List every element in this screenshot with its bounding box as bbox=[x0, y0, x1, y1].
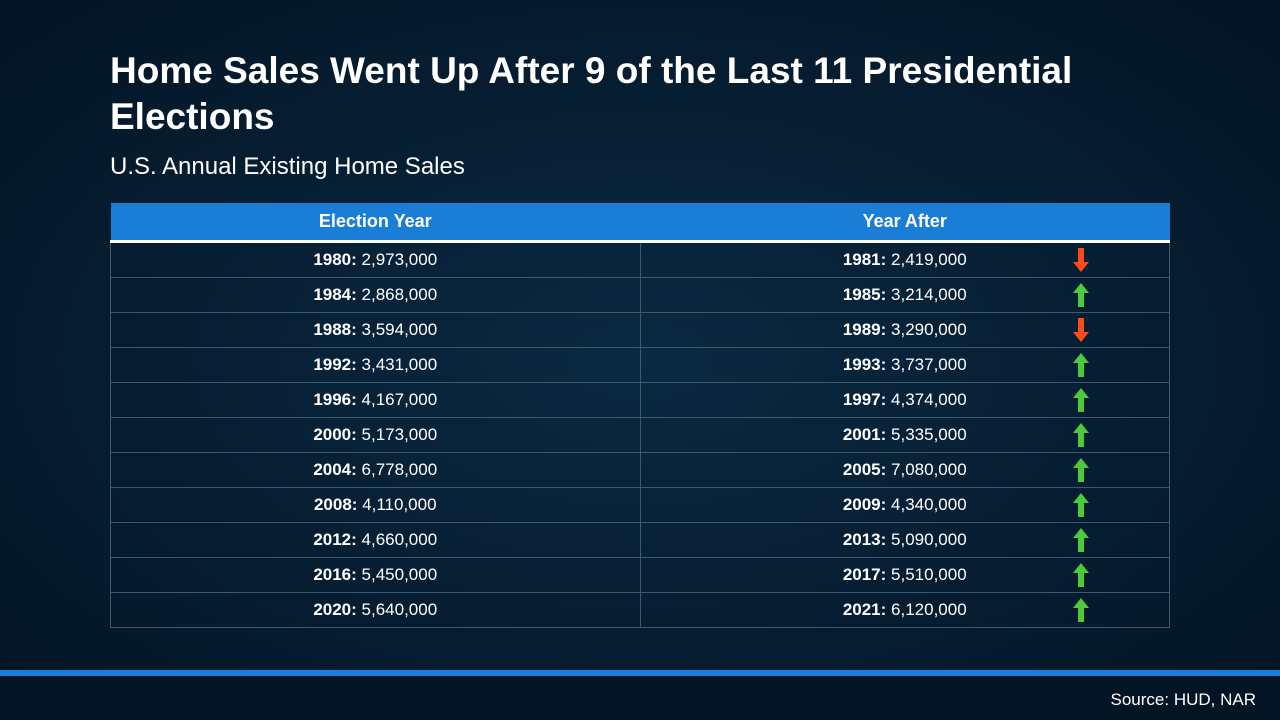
arrow-up-icon bbox=[1073, 598, 1089, 622]
election-year-label: 2016: bbox=[313, 565, 356, 584]
election-year-label: 1992: bbox=[313, 355, 356, 374]
election-year-value: 2,868,000 bbox=[362, 285, 438, 304]
column-header-year-after: Year After bbox=[640, 203, 1170, 242]
column-header-election-year: Election Year bbox=[111, 203, 641, 242]
year-after-label: 1985: bbox=[843, 285, 886, 304]
table-row: 1988: 3,594,0001989: 3,290,000 bbox=[111, 312, 1170, 347]
table-row: 2020: 5,640,0002021: 6,120,000 bbox=[111, 592, 1170, 627]
year-after-label: 2001: bbox=[843, 425, 886, 444]
year-after-label: 2005: bbox=[843, 460, 886, 479]
page-subtitle: U.S. Annual Existing Home Sales bbox=[110, 153, 1170, 181]
year-after-value: 5,335,000 bbox=[891, 425, 967, 444]
year-after-cell: 1993: 3,737,000 bbox=[640, 347, 1170, 382]
election-year-cell: 2008: 4,110,000 bbox=[111, 487, 641, 522]
election-year-label: 1996: bbox=[313, 390, 356, 409]
year-after-cell: 1997: 4,374,000 bbox=[640, 382, 1170, 417]
election-year-label: 2012: bbox=[313, 530, 356, 549]
election-year-cell: 1996: 4,167,000 bbox=[111, 382, 641, 417]
table-row: 2012: 4,660,0002013: 5,090,000 bbox=[111, 522, 1170, 557]
arrow-up-icon bbox=[1073, 283, 1089, 307]
election-year-label: 2000: bbox=[313, 425, 356, 444]
table-row: 1980: 2,973,0001981: 2,419,000 bbox=[111, 241, 1170, 277]
election-year-value: 6,778,000 bbox=[362, 460, 438, 479]
election-year-label: 2020: bbox=[313, 600, 356, 619]
year-after-cell: 2021: 6,120,000 bbox=[640, 592, 1170, 627]
arrow-up-icon bbox=[1073, 563, 1089, 587]
year-after-value: 6,120,000 bbox=[891, 600, 967, 619]
election-year-value: 5,450,000 bbox=[362, 565, 438, 584]
year-after-value: 5,090,000 bbox=[891, 530, 967, 549]
election-year-cell: 1980: 2,973,000 bbox=[111, 241, 641, 277]
table-row: 1996: 4,167,0001997: 4,374,000 bbox=[111, 382, 1170, 417]
year-after-cell: 1989: 3,290,000 bbox=[640, 312, 1170, 347]
arrow-down-icon bbox=[1073, 318, 1089, 342]
year-after-cell: 2017: 5,510,000 bbox=[640, 557, 1170, 592]
election-year-label: 1988: bbox=[313, 320, 356, 339]
year-after-label: 1997: bbox=[843, 390, 886, 409]
election-year-value: 4,167,000 bbox=[362, 390, 438, 409]
footer-bar: Source: HUD, NAR bbox=[0, 676, 1280, 720]
year-after-value: 3,737,000 bbox=[891, 355, 967, 374]
election-year-cell: 1984: 2,868,000 bbox=[111, 277, 641, 312]
election-year-cell: 2004: 6,778,000 bbox=[111, 452, 641, 487]
table-row: 2016: 5,450,0002017: 5,510,000 bbox=[111, 557, 1170, 592]
arrow-up-icon bbox=[1073, 493, 1089, 517]
year-after-value: 4,374,000 bbox=[891, 390, 967, 409]
election-year-cell: 1988: 3,594,000 bbox=[111, 312, 641, 347]
year-after-label: 2021: bbox=[843, 600, 886, 619]
election-year-cell: 1992: 3,431,000 bbox=[111, 347, 641, 382]
source-text: Source: HUD, NAR bbox=[1111, 690, 1256, 710]
election-year-value: 3,431,000 bbox=[362, 355, 438, 374]
year-after-value: 3,290,000 bbox=[891, 320, 967, 339]
year-after-label: 2013: bbox=[843, 530, 886, 549]
election-year-cell: 2020: 5,640,000 bbox=[111, 592, 641, 627]
year-after-cell: 2009: 4,340,000 bbox=[640, 487, 1170, 522]
year-after-cell: 2005: 7,080,000 bbox=[640, 452, 1170, 487]
arrow-up-icon bbox=[1073, 458, 1089, 482]
election-year-value: 5,640,000 bbox=[362, 600, 438, 619]
election-year-label: 2004: bbox=[313, 460, 356, 479]
arrow-up-icon bbox=[1073, 353, 1089, 377]
election-year-value: 4,110,000 bbox=[362, 495, 436, 514]
election-year-value: 2,973,000 bbox=[362, 250, 438, 269]
election-year-value: 3,594,000 bbox=[362, 320, 438, 339]
year-after-label: 1989: bbox=[843, 320, 886, 339]
year-after-cell: 2001: 5,335,000 bbox=[640, 417, 1170, 452]
year-after-value: 5,510,000 bbox=[891, 565, 967, 584]
arrow-up-icon bbox=[1073, 423, 1089, 447]
election-year-cell: 2000: 5,173,000 bbox=[111, 417, 641, 452]
year-after-label: 2017: bbox=[843, 565, 886, 584]
election-year-cell: 2016: 5,450,000 bbox=[111, 557, 641, 592]
election-year-label: 2008: bbox=[314, 495, 357, 514]
table-row: 2000: 5,173,0002001: 5,335,000 bbox=[111, 417, 1170, 452]
election-year-label: 1984: bbox=[313, 285, 356, 304]
year-after-cell: 1985: 3,214,000 bbox=[640, 277, 1170, 312]
home-sales-table: Election Year Year After 1980: 2,973,000… bbox=[110, 203, 1170, 628]
arrow-up-icon bbox=[1073, 388, 1089, 412]
table-row: 1992: 3,431,0001993: 3,737,000 bbox=[111, 347, 1170, 382]
election-year-value: 5,173,000 bbox=[362, 425, 438, 444]
year-after-label: 1981: bbox=[843, 250, 886, 269]
election-year-value: 4,660,000 bbox=[362, 530, 438, 549]
election-year-label: 1980: bbox=[313, 250, 356, 269]
year-after-value: 3,214,000 bbox=[891, 285, 967, 304]
year-after-label: 2009: bbox=[843, 495, 886, 514]
year-after-value: 7,080,000 bbox=[891, 460, 967, 479]
arrow-up-icon bbox=[1073, 528, 1089, 552]
page-title: Home Sales Went Up After 9 of the Last 1… bbox=[110, 48, 1170, 141]
year-after-value: 2,419,000 bbox=[891, 250, 967, 269]
year-after-label: 1993: bbox=[843, 355, 886, 374]
table-row: 2004: 6,778,0002005: 7,080,000 bbox=[111, 452, 1170, 487]
election-year-cell: 2012: 4,660,000 bbox=[111, 522, 641, 557]
table-row: 2008: 4,110,0002009: 4,340,000 bbox=[111, 487, 1170, 522]
year-after-cell: 1981: 2,419,000 bbox=[640, 241, 1170, 277]
table-row: 1984: 2,868,0001985: 3,214,000 bbox=[111, 277, 1170, 312]
arrow-down-icon bbox=[1073, 248, 1089, 272]
year-after-cell: 2013: 5,090,000 bbox=[640, 522, 1170, 557]
year-after-value: 4,340,000 bbox=[891, 495, 967, 514]
